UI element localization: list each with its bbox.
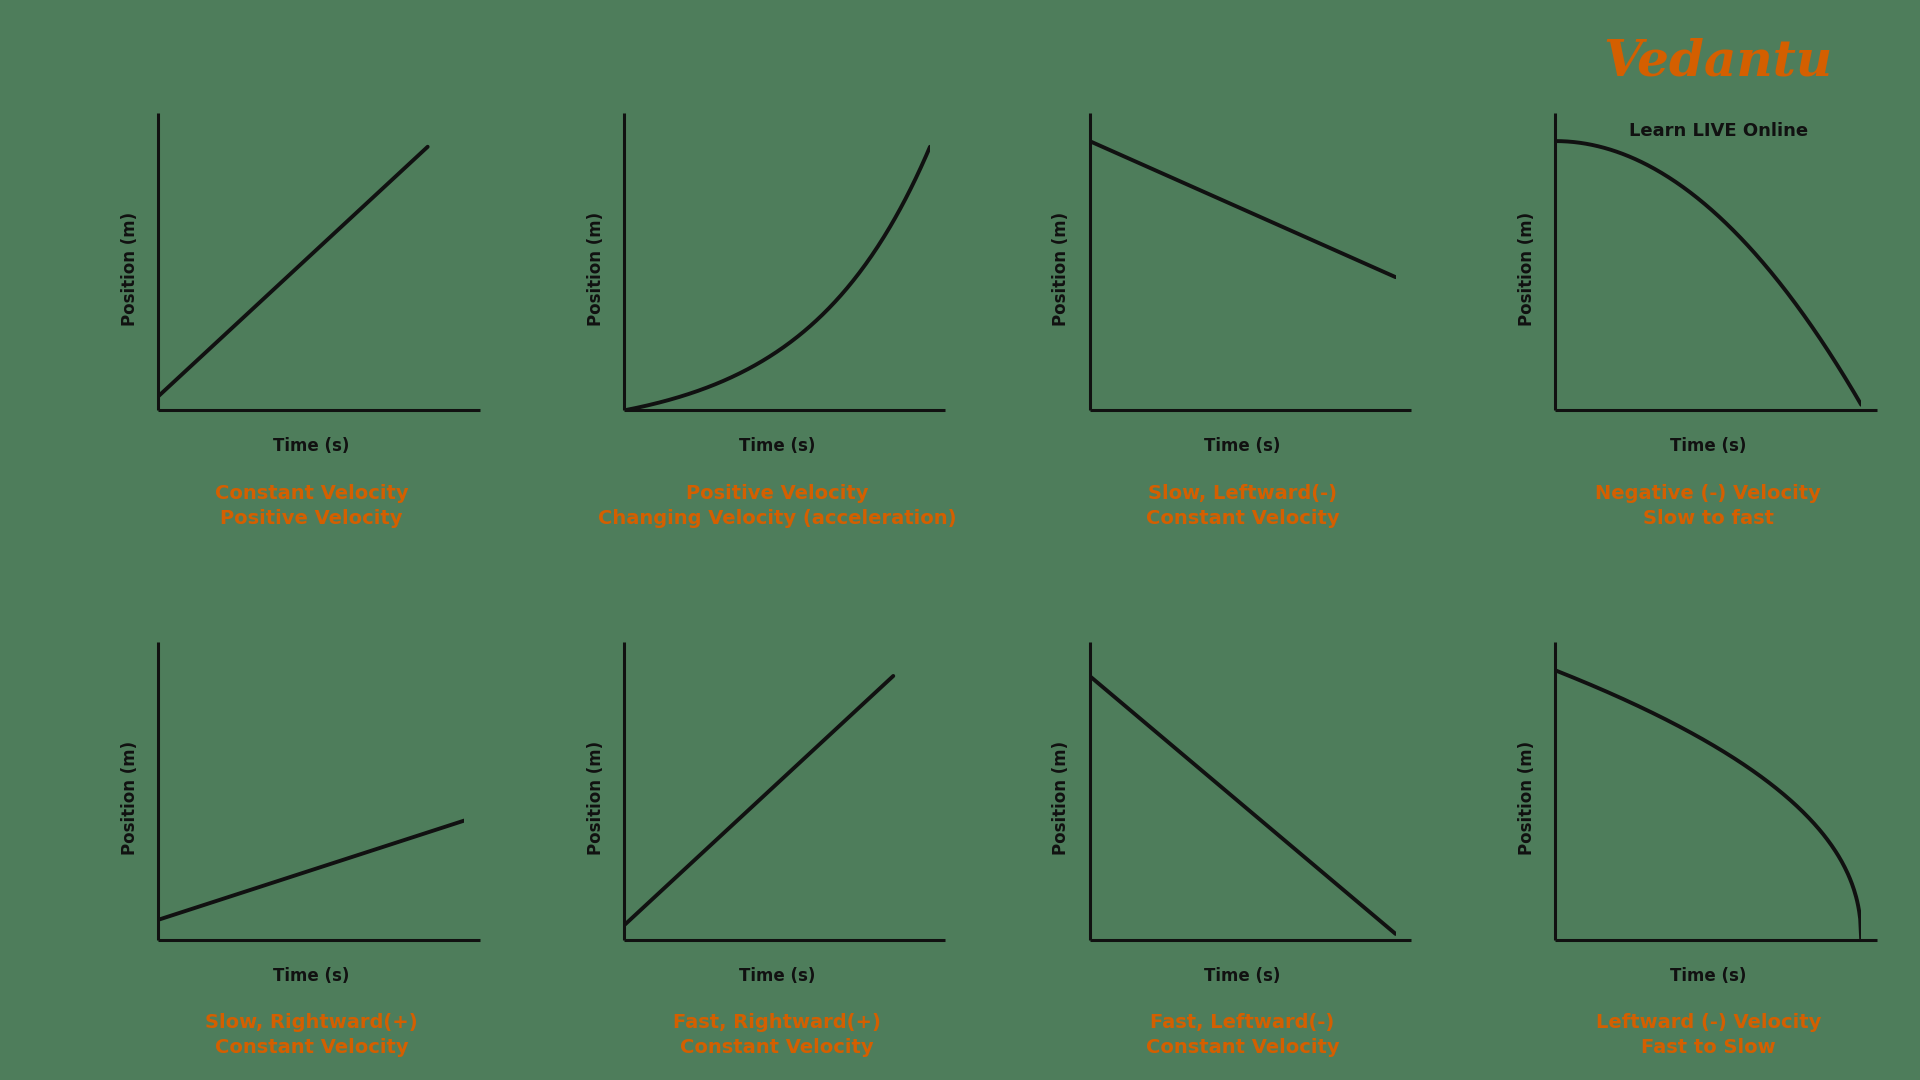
Text: Time (s): Time (s): [1670, 967, 1747, 985]
Text: Negative (-) Velocity
Slow to fast: Negative (-) Velocity Slow to fast: [1596, 484, 1822, 528]
Text: Position (m): Position (m): [588, 741, 605, 855]
Text: Slow, Leftward(-)
Constant Velocity: Slow, Leftward(-) Constant Velocity: [1146, 484, 1340, 528]
Text: Slow, Rightward(+)
Constant Velocity: Slow, Rightward(+) Constant Velocity: [205, 1013, 419, 1057]
Text: Time (s): Time (s): [273, 437, 349, 456]
Text: Position (m): Position (m): [121, 212, 140, 326]
Text: Fast, Rightward(+)
Constant Velocity: Fast, Rightward(+) Constant Velocity: [674, 1013, 881, 1057]
Text: Time (s): Time (s): [1670, 437, 1747, 456]
Text: Positive Velocity
Changing Velocity (acceleration): Positive Velocity Changing Velocity (acc…: [597, 484, 956, 528]
Text: Position (m): Position (m): [1052, 741, 1071, 855]
Text: Time (s): Time (s): [273, 967, 349, 985]
Text: Fast, Leftward(-)
Constant Velocity: Fast, Leftward(-) Constant Velocity: [1146, 1013, 1340, 1057]
Text: Constant Velocity
Positive Velocity: Constant Velocity Positive Velocity: [215, 484, 409, 528]
Text: Position (m): Position (m): [1519, 741, 1536, 855]
Text: Vedantu: Vedantu: [1603, 38, 1834, 86]
Text: Learn LIVE Online: Learn LIVE Online: [1628, 122, 1809, 140]
Text: Position (m): Position (m): [588, 212, 605, 326]
Text: Time (s): Time (s): [1204, 437, 1281, 456]
Text: Position (m): Position (m): [1052, 212, 1071, 326]
Text: Position (m): Position (m): [121, 741, 140, 855]
Text: Time (s): Time (s): [1204, 967, 1281, 985]
Text: Position (m): Position (m): [1519, 212, 1536, 326]
Text: Leftward (-) Velocity
Fast to Slow: Leftward (-) Velocity Fast to Slow: [1596, 1013, 1820, 1057]
Text: Time (s): Time (s): [739, 967, 816, 985]
Text: Time (s): Time (s): [739, 437, 816, 456]
